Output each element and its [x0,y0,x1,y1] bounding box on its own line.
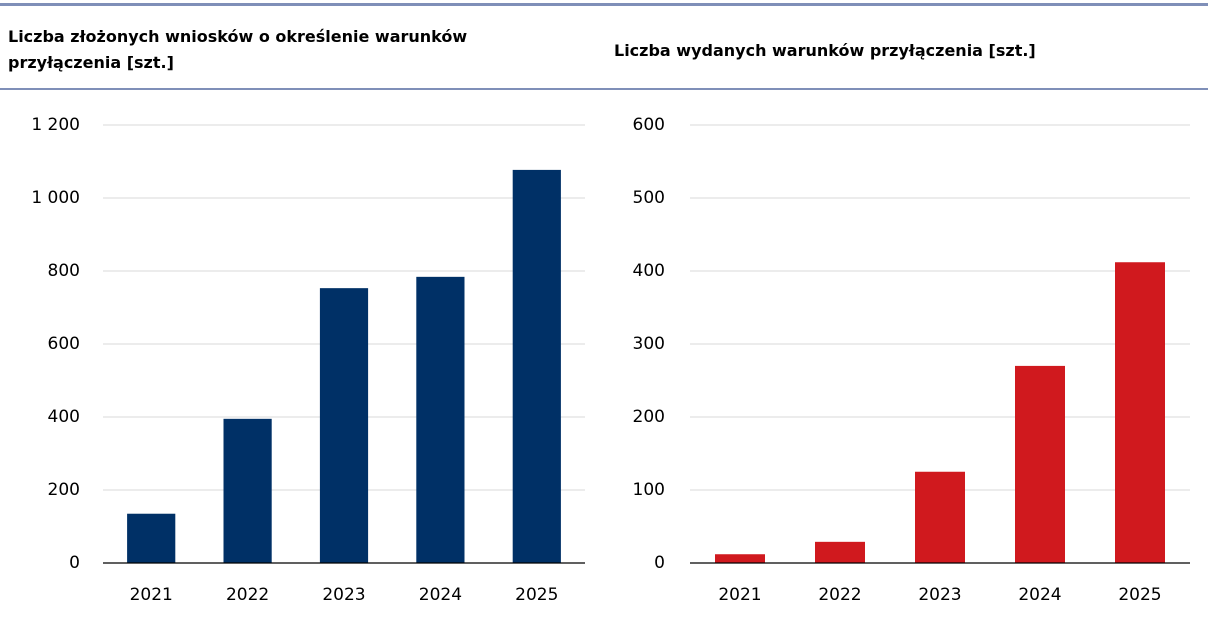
bar [127,513,176,563]
y-tick-label: 400 [633,261,665,281]
y-tick-label: 200 [48,480,80,500]
bar [512,169,561,563]
bar [715,554,765,563]
y-tick-label: 800 [48,261,80,281]
y-tick-label: 100 [633,480,665,500]
y-tick-label: 600 [633,115,665,135]
top-rule [0,3,1208,6]
y-tick-label: 600 [48,334,80,354]
x-tick-label: 2021 [718,585,761,605]
chart-title: Liczba wydanych warunków przyłączenia [s… [614,41,1036,60]
bar [915,471,965,563]
y-tick-label: 500 [633,188,665,208]
bar [223,418,272,563]
x-tick-label: 2025 [515,585,558,605]
x-tick-label: 2023 [918,585,961,605]
header-rule [0,88,1208,90]
x-tick-label: 2024 [1018,585,1061,605]
x-tick-label: 2024 [419,585,462,605]
y-tick-label: 1 200 [31,115,80,135]
bar [1015,365,1065,563]
bar [319,288,369,563]
x-tick-label: 2022 [818,585,861,605]
x-tick-label: 2025 [1118,585,1161,605]
x-tick-label: 2022 [226,585,269,605]
x-tick-label: 2023 [322,585,365,605]
y-tick-label: 0 [654,553,665,573]
y-tick-label: 400 [48,407,80,427]
y-tick-label: 1 000 [31,188,80,208]
y-tick-label: 300 [633,334,665,354]
y-tick-label: 0 [69,553,80,573]
chart-title: Liczba złożonych wniosków o określenie w… [8,27,468,72]
y-tick-label: 200 [633,407,665,427]
bar [815,541,865,563]
bar [1115,262,1165,563]
bar [416,276,465,563]
x-tick-label: 2021 [130,585,173,605]
